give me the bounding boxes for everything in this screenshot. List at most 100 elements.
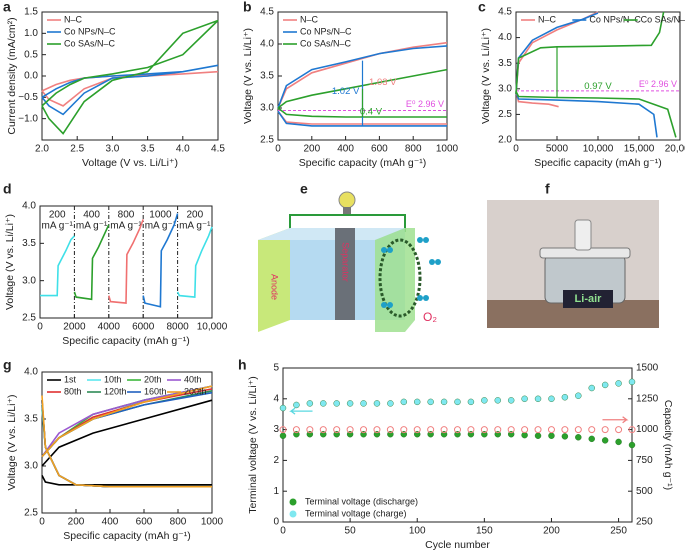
- axis-arrow: [602, 416, 629, 424]
- rate-label: 200: [49, 210, 66, 221]
- y-tick-label: 4.5: [260, 7, 274, 18]
- data-point: [588, 435, 595, 443]
- panel-label: a: [3, 0, 11, 15]
- x-tick-label: 0: [280, 526, 286, 537]
- data-point: [548, 432, 555, 439]
- data-point: [601, 437, 609, 444]
- legend-label: 80th: [64, 386, 82, 396]
- y-tick-label: 2.5: [498, 109, 512, 120]
- y-tick-label: 2.0: [498, 135, 512, 146]
- data-point: [306, 426, 314, 434]
- x-axis-label: Specific capacity (mAh g⁻¹): [534, 157, 662, 169]
- legend-label: 20th: [144, 374, 162, 384]
- rate-unit: mA g⁻¹: [145, 221, 177, 232]
- anode-label: Anode: [270, 274, 280, 300]
- annotation: 0.4 V: [360, 106, 383, 117]
- legend-swatch: [289, 498, 297, 506]
- anode-slab: [258, 228, 290, 332]
- y-tick-label: 0.0: [24, 71, 38, 82]
- y-tick-label: 4: [273, 393, 279, 404]
- data-point: [293, 401, 300, 409]
- data-line: [41, 385, 213, 488]
- x-tick-label: 2.0: [35, 144, 49, 155]
- x-tick-label: 200: [68, 517, 85, 528]
- data-point: [575, 434, 582, 441]
- data-point: [360, 400, 367, 407]
- y-tick-label: −1.0: [18, 113, 38, 124]
- data-point: [387, 400, 394, 407]
- y-tick-label: 3.0: [22, 275, 36, 286]
- x-tick-label: 0: [513, 144, 519, 155]
- rate-unit: mA g⁻¹: [110, 221, 142, 232]
- x-tick-label: 2.5: [70, 144, 84, 155]
- x-tick-label: 4.5: [211, 144, 225, 155]
- legend-label: 1st: [64, 374, 77, 384]
- data-point: [279, 426, 287, 434]
- y-tick-label: 2: [273, 455, 279, 466]
- separator-label: Separator: [341, 242, 351, 282]
- data-point: [601, 381, 609, 389]
- bulb: [338, 191, 356, 209]
- y2-tick-label: 750: [636, 455, 653, 466]
- x-tick-label: 100: [409, 526, 426, 537]
- data-line: [41, 64, 219, 116]
- rate-unit: mA g⁻¹: [179, 221, 211, 232]
- data-line: [142, 213, 179, 308]
- y2-tick-label: 1250: [636, 393, 659, 404]
- data-point: [400, 398, 408, 406]
- x-axis-label: Cycle number: [425, 539, 490, 551]
- x-tick-label: 150: [476, 526, 493, 537]
- data-point: [440, 398, 448, 406]
- y-axis-label: Voltage (V vs. Li/Li⁺): [6, 394, 18, 490]
- y-tick-label: 4.0: [24, 367, 38, 378]
- rate-label: 200: [186, 210, 203, 221]
- x-tick-label: 250: [610, 526, 627, 537]
- rate-label: 400: [83, 210, 100, 221]
- panel: d 0 2000 4000 6000 8000 10,000 2.5 3.0 3.5 4.0 Spec…: [3, 181, 228, 347]
- data-line: [108, 219, 144, 304]
- y-tick-label: 2.5: [22, 313, 36, 324]
- x-tick-label: 10,000: [197, 322, 228, 333]
- data-line: [41, 70, 219, 107]
- data-line: [41, 399, 213, 486]
- graphene: [378, 238, 422, 318]
- data-point: [561, 426, 569, 434]
- y-tick-label: −0.5: [18, 92, 38, 103]
- panel-label: e: [300, 181, 308, 197]
- data-point: [601, 426, 609, 434]
- x-tick-label: 2000: [63, 322, 86, 333]
- reference-label: E⁰ 2.96 V: [639, 79, 677, 89]
- y-axis-label: Terminal voltage (V vs. Li/Li⁺): [247, 376, 259, 513]
- y-tick-label: 4.0: [22, 201, 36, 212]
- x-tick-label: 4000: [98, 322, 121, 333]
- data-line: [73, 224, 110, 301]
- annotation: 1.03 V: [369, 77, 397, 88]
- data-point: [494, 426, 502, 434]
- data-point: [373, 400, 381, 407]
- data-point: [467, 398, 475, 406]
- legend-swatch: [289, 510, 297, 518]
- data-line: [176, 226, 213, 298]
- y-tick-label: 3.5: [498, 58, 512, 69]
- data-point: [615, 426, 623, 434]
- data-line: [41, 385, 213, 488]
- oxygen-label: O₂: [423, 310, 437, 324]
- legend-label: N–C: [300, 14, 319, 24]
- data-point: [454, 398, 461, 406]
- data-point: [628, 426, 636, 434]
- y-tick-label: 3.0: [24, 461, 38, 472]
- x-tick-label: 5000: [546, 144, 569, 155]
- y-tick-label: 4.0: [498, 32, 512, 43]
- data-point: [333, 400, 340, 407]
- cell-diagram: e Anode Separator O₂: [258, 181, 441, 332]
- data-point: [534, 426, 542, 434]
- x-tick-label: 0: [37, 322, 43, 333]
- y-tick-label: 5: [273, 363, 279, 374]
- data-line: [277, 45, 448, 127]
- data-point: [521, 395, 528, 402]
- data-point: [628, 378, 636, 386]
- panel-label: g: [3, 357, 12, 373]
- data-point: [279, 404, 287, 412]
- legend-label: 120th: [104, 386, 127, 396]
- data-point: [427, 398, 434, 406]
